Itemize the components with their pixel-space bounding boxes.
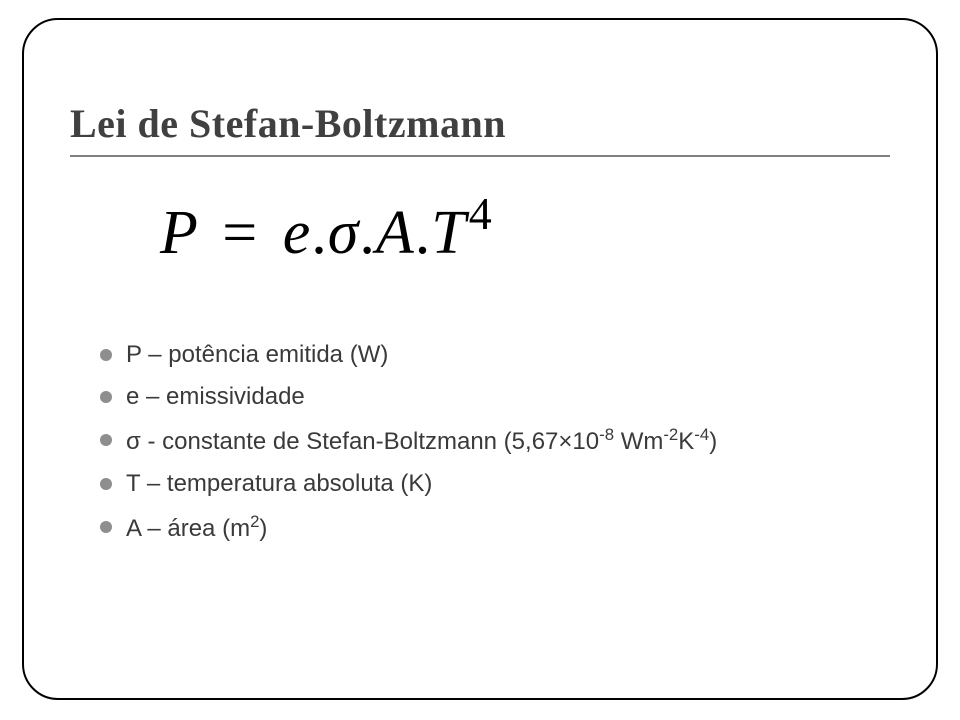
slide: Lei de Stefan-Boltzmann P = e.σ.A.T4 P –…	[0, 0, 960, 720]
def-a-exp: 2	[250, 512, 259, 531]
slide-title: Lei de Stefan-Boltzmann	[70, 100, 890, 147]
def-t: T – temperatura absoluta (K)	[126, 470, 432, 497]
definitions-list: P – potência emitida (W) e – emissividad…	[100, 339, 890, 545]
formula-p: P	[160, 199, 198, 267]
def-p: P – potência emitida (W)	[126, 341, 388, 368]
def-a-post: )	[259, 515, 267, 542]
def-sigma-exp3: -4	[694, 425, 709, 444]
list-item: e – emissividade	[100, 381, 890, 413]
formula-dot-2: .	[359, 199, 376, 267]
formula-a: A	[376, 199, 415, 267]
def-sigma-mid1: Wm	[614, 428, 663, 455]
formula-t: T	[431, 199, 466, 267]
list-item: A – área (m2)	[100, 511, 890, 545]
formula-dot-3: .	[415, 199, 432, 267]
formula: P = e.σ.A.T4	[160, 187, 890, 269]
list-item: P – potência emitida (W)	[100, 339, 890, 371]
def-sigma-exp1: -8	[599, 425, 614, 444]
formula-dot-1: .	[311, 199, 328, 267]
formula-exponent: 4	[469, 188, 493, 239]
def-sigma-pre: σ - constante de Stefan-Boltzmann (5,67×…	[126, 428, 599, 455]
list-item: σ - constante de Stefan-Boltzmann (5,67×…	[100, 424, 890, 458]
def-a-pre: A – área (m	[126, 515, 250, 542]
formula-equals: =	[214, 199, 266, 267]
def-sigma-post: )	[709, 428, 717, 455]
def-e: e – emissividade	[126, 383, 305, 410]
def-sigma-exp2: -2	[663, 425, 678, 444]
title-underline	[70, 155, 890, 157]
list-item: T – temperatura absoluta (K)	[100, 468, 890, 500]
formula-e: e	[283, 199, 312, 267]
def-sigma-mid2: K	[678, 428, 694, 455]
formula-sigma: σ	[328, 199, 360, 267]
content-area: Lei de Stefan-Boltzmann P = e.σ.A.T4 P –…	[70, 100, 890, 680]
